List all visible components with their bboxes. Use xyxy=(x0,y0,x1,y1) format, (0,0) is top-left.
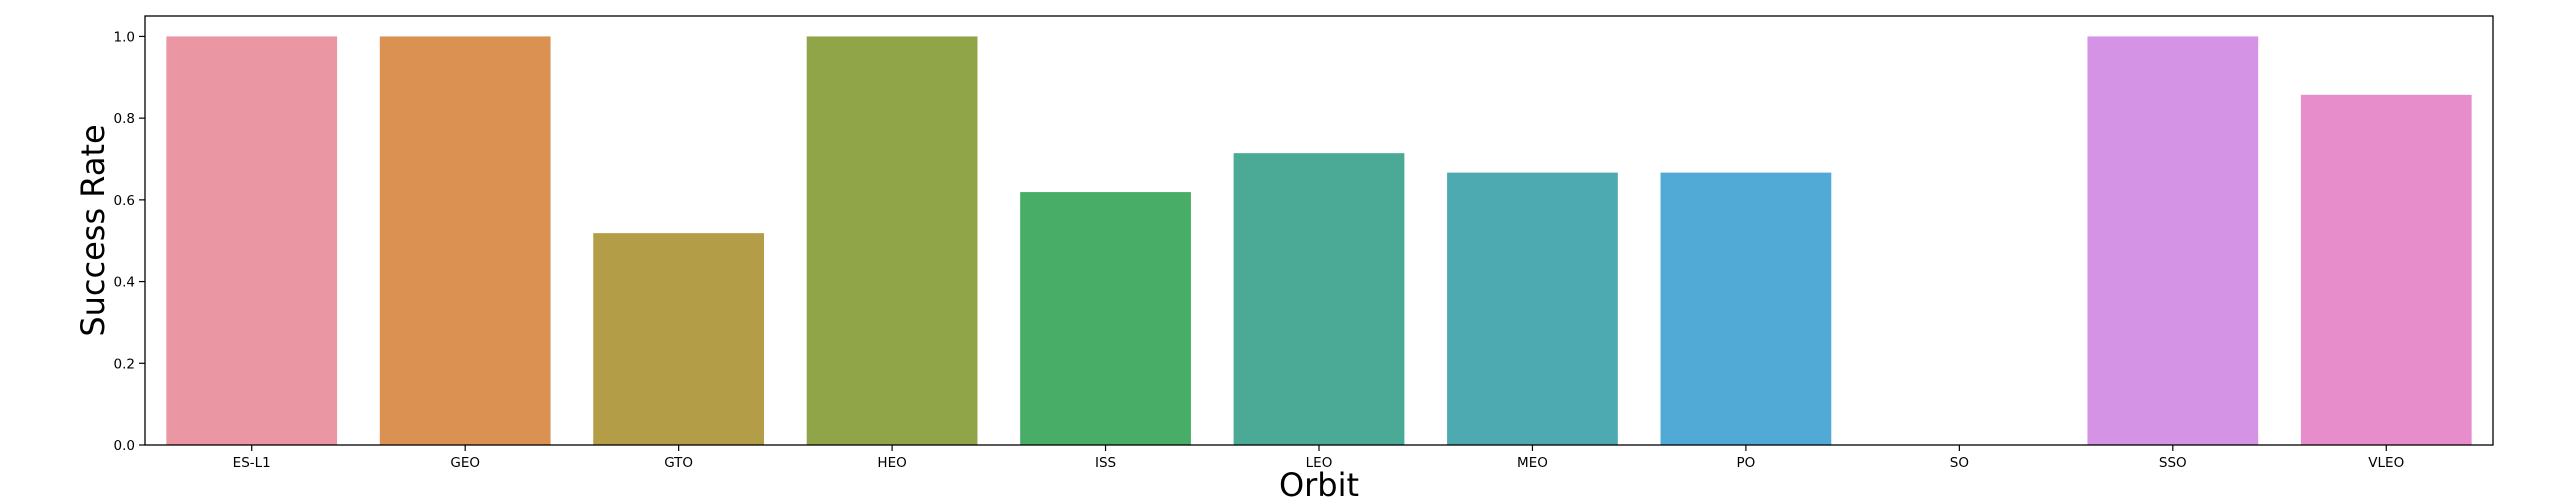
x-tick-label: VLEO xyxy=(2368,455,2404,471)
x-tick-label: HEO xyxy=(877,455,906,471)
bar-vleo xyxy=(2300,94,2472,445)
y-axis-label: Success Rate xyxy=(74,124,112,336)
bar-iss xyxy=(1020,192,1191,445)
y-tick-label: 1.0 xyxy=(114,29,135,45)
bar-geo xyxy=(379,36,551,446)
bar-heo xyxy=(806,36,978,446)
bars-group xyxy=(166,36,2472,446)
bar-es-l1 xyxy=(166,36,338,446)
x-tick-label: SO xyxy=(1950,455,1969,471)
x-tick-label: MEO xyxy=(1517,455,1548,471)
y-tick-label: 0.0 xyxy=(114,438,135,454)
y-tick-label: 0.2 xyxy=(114,356,135,372)
x-tick-label: GEO xyxy=(450,455,480,471)
x-tick-label: LEO xyxy=(1306,455,1333,471)
x-tick-label: ES-L1 xyxy=(233,455,271,471)
plot-frame xyxy=(144,15,2494,446)
bar-gto xyxy=(593,233,765,445)
bar-meo xyxy=(1447,172,1618,446)
x-tick-label: ISS xyxy=(1095,455,1116,471)
y-tick-label: 0.8 xyxy=(114,111,135,127)
x-tick-label: PO xyxy=(1737,455,1756,471)
y-tick-label: 0.6 xyxy=(114,193,135,209)
x-axis-label: Orbit xyxy=(1279,466,1359,500)
x-tick-label: SSO xyxy=(2159,455,2187,471)
y-axis-ticks: 0.0 0.2 0.4 0.6 0.8 1.0 xyxy=(114,29,145,454)
x-tick-label: GTO xyxy=(664,455,693,471)
bar-po xyxy=(1660,172,1832,446)
bar-sso xyxy=(2087,36,2259,446)
x-axis-ticks: ES-L1 GEO GTO HEO ISS LEO MEO PO SO SSO VLEO xyxy=(233,445,2404,471)
bar-leo xyxy=(1233,153,1405,445)
y-tick-label: 0.4 xyxy=(114,275,135,291)
